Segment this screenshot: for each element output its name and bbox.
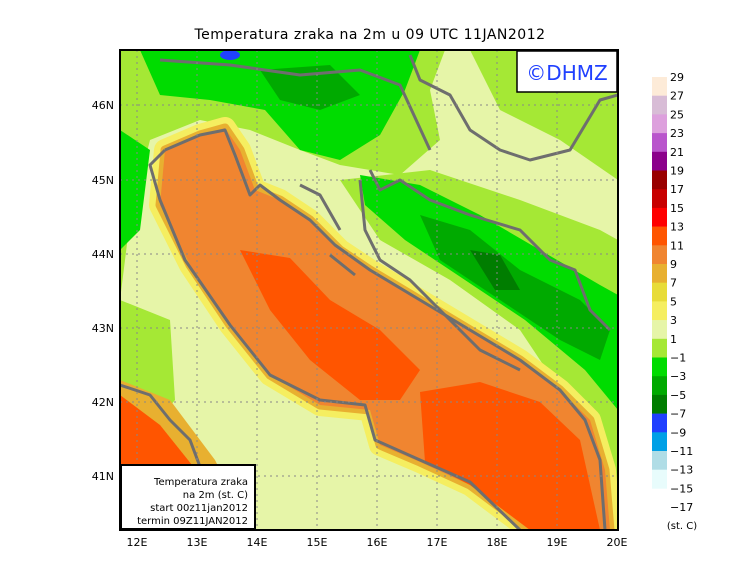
- colorbar-label: 25: [670, 108, 684, 121]
- colorbar-swatch: [652, 413, 667, 433]
- colorbar-swatch: [652, 282, 667, 302]
- lon-tick-label: 14E: [247, 536, 268, 549]
- map-title: Temperatura zraka na 2m u 09 UTC 11JAN20…: [193, 27, 545, 43]
- colorbar-swatch: [652, 133, 667, 153]
- colorbar-label: 13: [670, 221, 684, 234]
- field-zone-west: [120, 130, 150, 250]
- colorbar-label: 29: [670, 71, 684, 84]
- lat-tick-label: 44N: [92, 248, 114, 261]
- colorbar-label: −13: [670, 464, 693, 477]
- info-valid-time: termin 09Z11JAN2012: [137, 516, 248, 527]
- field-zone-slovenia: [140, 50, 420, 160]
- lon-tick-label: 17E: [427, 536, 448, 549]
- lon-tick-label: 19E: [547, 536, 568, 549]
- colorbar-label: 5: [670, 295, 677, 308]
- lon-tick-label: 12E: [127, 536, 148, 549]
- colorbar-label: 21: [670, 146, 684, 159]
- colorbar-label: 1: [670, 333, 677, 346]
- lat-tick-label: 46N: [92, 99, 114, 112]
- colorbar-swatch: [652, 95, 667, 115]
- colorbar-swatch: [652, 245, 667, 265]
- lon-tick-label: 16E: [367, 536, 388, 549]
- colorbar-label: −7: [670, 408, 686, 421]
- colorbar-label: 19: [670, 165, 684, 178]
- lat-axis: 46N 45N 44N 43N 42N 41N: [92, 99, 114, 483]
- colorbar-label: 7: [670, 277, 677, 290]
- colorbar-swatch: [652, 77, 667, 96]
- lat-tick-label: 42N: [92, 396, 114, 409]
- colorbar-swatch: [652, 394, 667, 414]
- lat-tick-label: 43N: [92, 322, 114, 335]
- colorbar-swatch: [652, 376, 667, 396]
- colorbar-swatch: [652, 432, 667, 452]
- colorbar-swatch: [652, 170, 667, 190]
- lat-tick-label: 45N: [92, 174, 114, 187]
- colorbar-label: 9: [670, 258, 677, 271]
- colorbar-swatch: [652, 264, 667, 283]
- colorbar-label: −17: [670, 501, 693, 514]
- colorbar-label: 23: [670, 127, 684, 140]
- field-zone-alps-cold: [260, 65, 360, 110]
- colorbar-swatch: [652, 189, 667, 209]
- colorbar-swatch: [652, 320, 667, 340]
- colorbar-swatch: [652, 151, 667, 171]
- lon-axis: 12E 13E 14E 15E 16E 17E 18E 19E 20E: [127, 536, 628, 549]
- logo-text: ©DHMZ: [526, 61, 607, 85]
- info-level-unit: na 2m (st. C): [183, 490, 248, 501]
- colorbar-swatch: [652, 301, 667, 321]
- colorbar-swatch: [652, 338, 667, 358]
- lon-tick-label: 20E: [607, 536, 628, 549]
- colorbar-swatch: [652, 226, 667, 246]
- coastlines-and-borders: [120, 54, 618, 530]
- lon-tick-label: 13E: [187, 536, 208, 549]
- temperature-field: [120, 50, 618, 530]
- field-zone-very-cold: [220, 50, 240, 60]
- info-variable: Temperatura zraka: [153, 477, 248, 488]
- grid-lines: [120, 50, 618, 530]
- colorbar-swatch: [652, 451, 667, 470]
- colorbar-label: 3: [670, 314, 677, 327]
- colorbar-unit: (st. C): [667, 521, 697, 532]
- colorbar: 29 27 25 23 21 19 17 15 13 11 9 7 5 3 1 −1 −3 −5 −7 −9 −11 −1…: [652, 71, 693, 514]
- colorbar-swatch: [652, 114, 667, 134]
- colorbar-label: −11: [670, 445, 693, 458]
- colorbar-label: −9: [670, 426, 686, 439]
- colorbar-label: −5: [670, 389, 686, 402]
- colorbar-label: 15: [670, 202, 684, 215]
- colorbar-label: 17: [670, 183, 684, 196]
- colorbar-swatch: [652, 207, 667, 227]
- info-start: start 00z11jan2012: [150, 503, 248, 514]
- dhmz-logo: ©DHMZ: [516, 50, 618, 93]
- map-frame: [119, 49, 619, 531]
- colorbar-label: 27: [670, 90, 684, 103]
- colorbar-swatch: [652, 469, 667, 489]
- info-box: Temperatura zraka na 2m (st. C) start 00…: [120, 464, 256, 530]
- lon-tick-label: 18E: [487, 536, 508, 549]
- colorbar-label: −15: [670, 482, 693, 495]
- colorbar-label: 11: [670, 239, 684, 252]
- field-zone-coldest: [470, 250, 520, 290]
- colorbar-label: −3: [670, 370, 686, 383]
- colorbar-label: −1: [670, 352, 686, 365]
- lon-tick-label: 15E: [307, 536, 328, 549]
- lat-tick-label: 41N: [92, 470, 114, 483]
- colorbar-swatch: [652, 357, 667, 377]
